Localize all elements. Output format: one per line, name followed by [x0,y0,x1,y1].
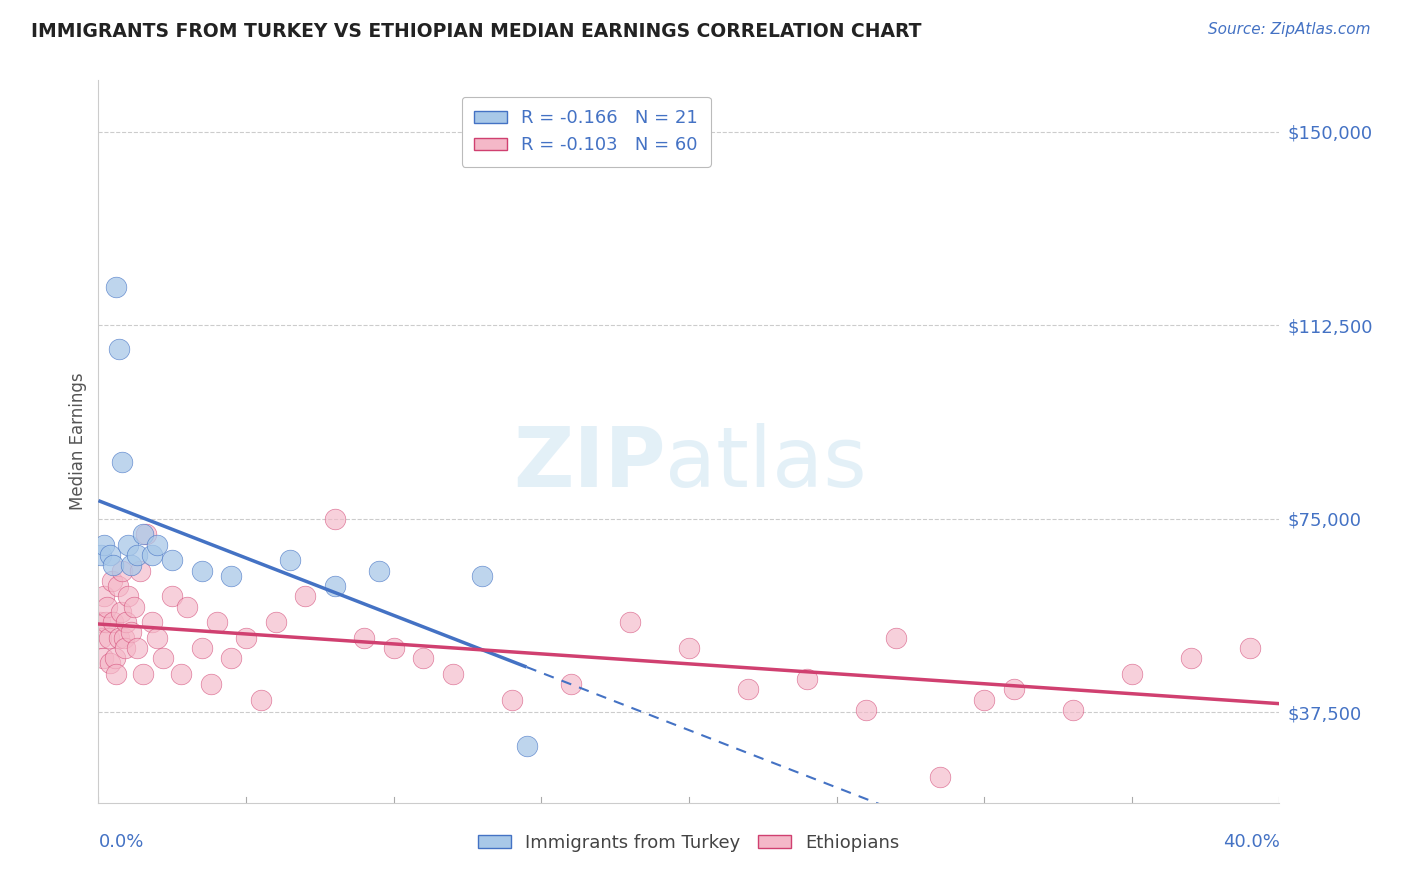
Point [98,548,121,562]
Point [855,703,877,717]
Point [107,579,129,593]
Point [884,631,907,645]
Point [973,692,995,706]
Point [128,564,150,578]
Point [176,599,198,614]
Point [1180,651,1202,665]
Point [104,651,127,665]
Text: IMMIGRANTS FROM TURKEY VS ETHIOPIAN MEDIAN EARNINGS CORRELATION CHART: IMMIGRANTS FROM TURKEY VS ETHIOPIAN MEDI… [31,22,921,41]
Point [93,590,115,604]
Point [93,538,115,552]
Point [90,548,112,562]
Point [191,564,214,578]
Point [235,631,257,645]
Point [619,615,641,630]
Point [105,279,128,293]
Point [929,770,952,784]
Point [117,590,139,604]
Point [1239,640,1261,655]
Point [1002,682,1025,697]
Text: Source: ZipAtlas.com: Source: ZipAtlas.com [1208,22,1371,37]
Point [135,527,157,541]
Point [91,651,114,665]
Point [1062,703,1084,717]
Point [162,553,183,567]
Text: atlas: atlas [665,423,868,504]
Point [412,651,434,665]
Point [162,590,183,604]
Point [368,564,391,578]
Text: 0.0%: 0.0% [98,833,143,851]
Point [125,640,148,655]
Point [108,631,131,645]
Point [89,615,111,630]
Point [141,548,163,562]
Point [294,590,316,604]
Point [516,739,538,753]
Point [323,512,346,526]
Point [105,666,128,681]
Point [501,692,523,706]
Point [250,692,273,706]
Point [96,599,118,614]
Point [132,666,155,681]
Point [120,558,142,573]
Point [200,677,222,691]
Y-axis label: Median Earnings: Median Earnings [69,373,87,510]
Point [98,657,121,671]
Point [90,631,112,645]
Point [205,615,228,630]
Point [108,342,131,356]
Point [796,672,818,686]
Legend: Immigrants from Turkey, Ethiopians: Immigrants from Turkey, Ethiopians [471,826,907,859]
Point [115,615,138,630]
Point [678,640,700,655]
Point [146,631,169,645]
Point [441,666,464,681]
Text: 40.0%: 40.0% [1223,833,1279,851]
Point [100,574,122,588]
Point [112,631,135,645]
Point [97,631,120,645]
Point [141,615,163,630]
Point [114,640,136,655]
Point [737,682,759,697]
Point [117,538,139,552]
Point [103,558,125,573]
Point [120,625,142,640]
Point [146,538,169,552]
Point [1121,666,1143,681]
Point [280,553,302,567]
Point [323,579,346,593]
Point [560,677,582,691]
Point [111,455,134,469]
Point [471,568,494,582]
Point [111,564,134,578]
Point [170,666,193,681]
Point [122,599,145,614]
Point [110,605,132,619]
Point [264,615,287,630]
Point [103,615,125,630]
Point [221,568,243,582]
Point [152,651,174,665]
Point [125,548,148,562]
Point [221,651,243,665]
Point [191,640,214,655]
Point [94,615,117,630]
Point [132,527,155,541]
Point [353,631,375,645]
Point [382,640,405,655]
Text: ZIP: ZIP [513,423,665,504]
